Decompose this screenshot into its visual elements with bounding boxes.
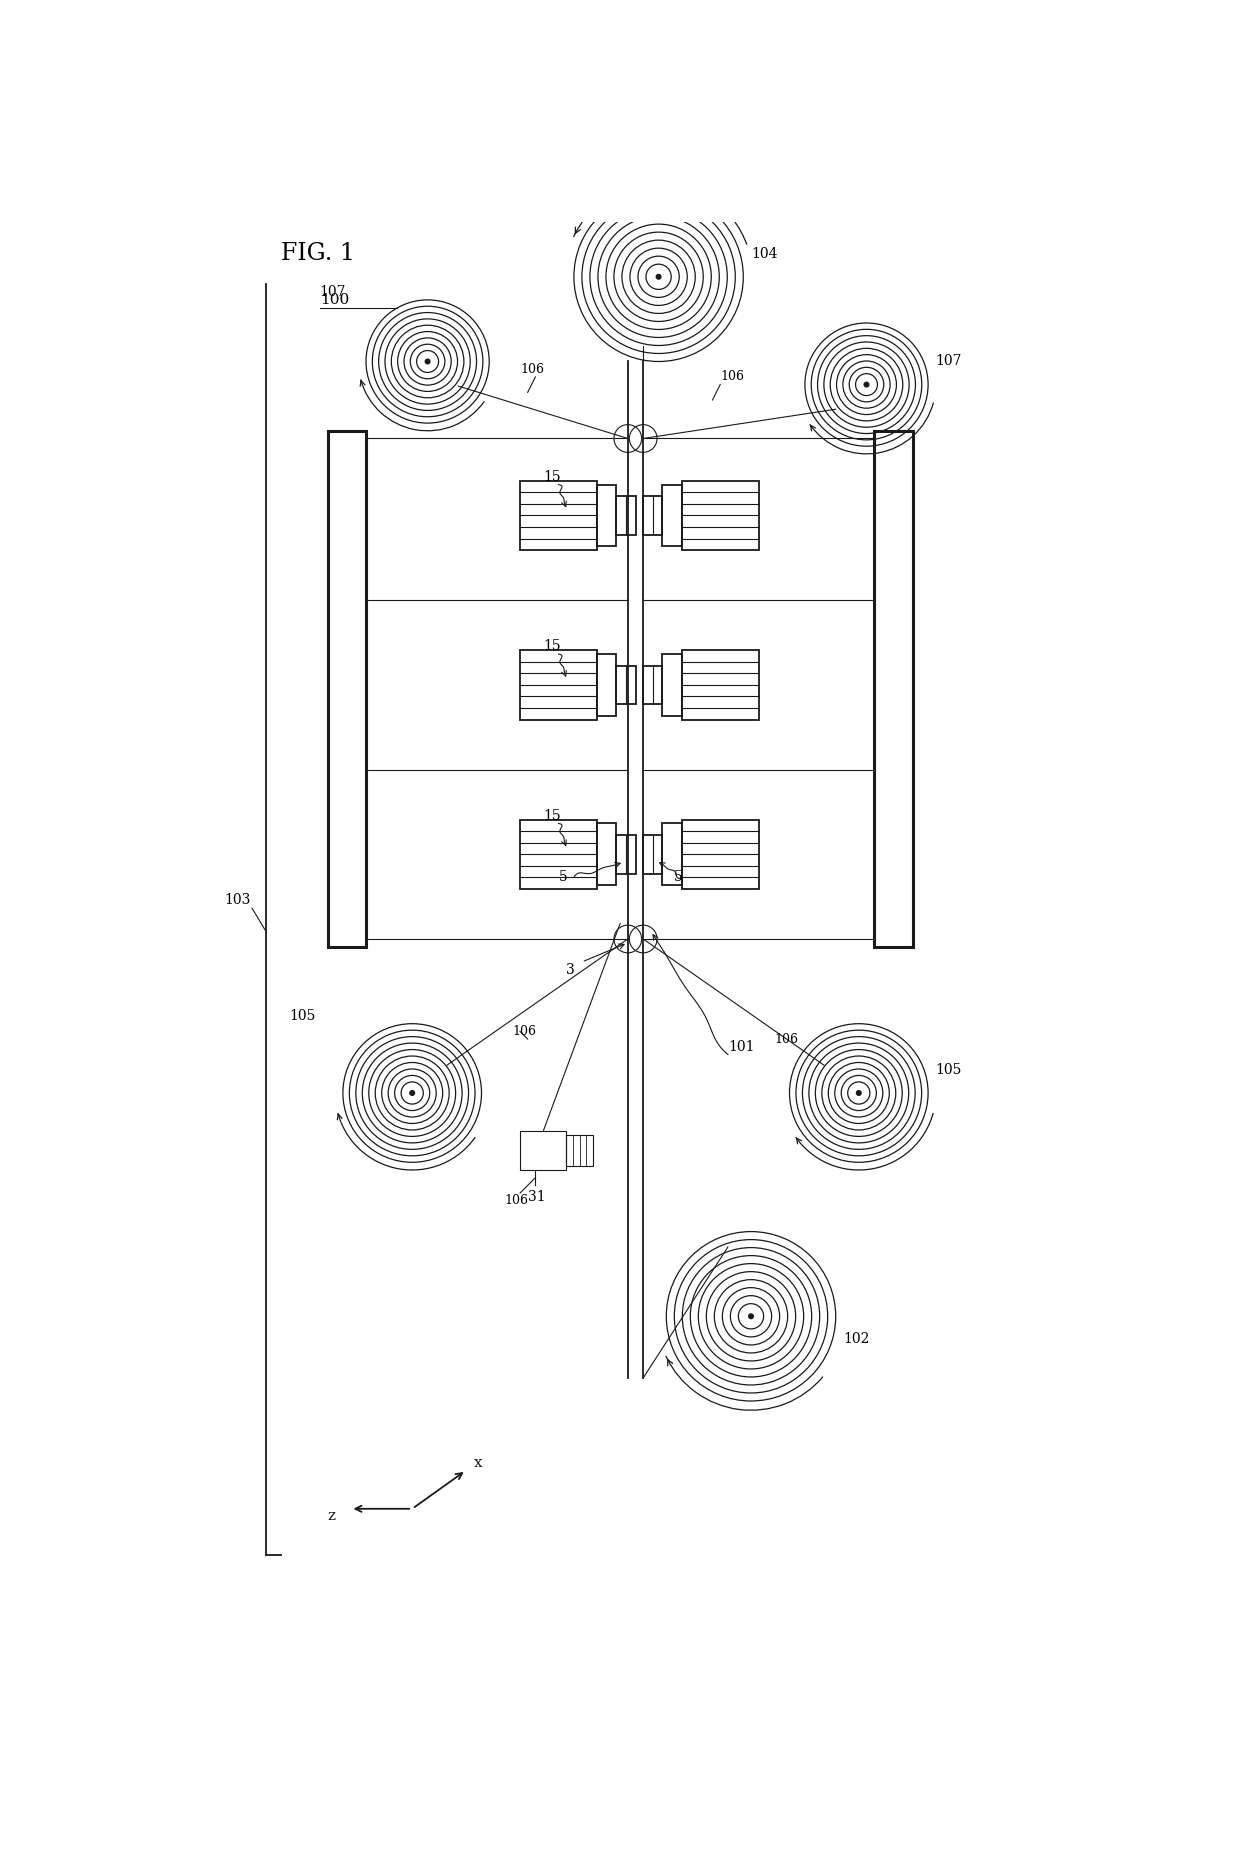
Bar	[682, 481, 759, 550]
Bar	[567, 1135, 593, 1166]
Text: 31: 31	[528, 1190, 546, 1203]
Bar	[662, 485, 682, 546]
Text: x: x	[474, 1455, 482, 1470]
Bar	[616, 496, 635, 535]
Text: 5: 5	[675, 870, 683, 885]
Text: 104: 104	[751, 246, 777, 261]
Text: 105: 105	[289, 1009, 315, 1024]
Circle shape	[425, 359, 430, 365]
Circle shape	[656, 274, 661, 280]
Circle shape	[864, 383, 869, 387]
Text: 106: 106	[512, 1025, 536, 1038]
Text: 105: 105	[936, 1062, 962, 1077]
Bar	[327, 431, 366, 946]
Text: 5: 5	[558, 870, 567, 885]
Text: 101: 101	[728, 1040, 754, 1053]
Circle shape	[749, 1314, 754, 1318]
Bar	[596, 653, 616, 716]
Bar	[662, 824, 682, 885]
Bar	[520, 650, 596, 720]
Bar	[596, 824, 616, 885]
Text: 107: 107	[320, 285, 346, 300]
Bar	[644, 496, 662, 535]
Text: 3: 3	[567, 963, 575, 977]
Text: 106: 106	[774, 1033, 799, 1046]
Text: FIG. 1: FIG. 1	[281, 242, 356, 265]
Bar	[616, 666, 635, 703]
Text: 102: 102	[843, 1333, 869, 1346]
Text: 15: 15	[543, 470, 560, 483]
Text: 106: 106	[520, 363, 544, 376]
Text: 106: 106	[720, 370, 744, 383]
Text: 100: 100	[320, 292, 348, 307]
Text: 103: 103	[224, 894, 250, 907]
Bar	[682, 650, 759, 720]
Circle shape	[410, 1090, 414, 1096]
Bar	[682, 820, 759, 888]
Bar	[616, 835, 635, 874]
Circle shape	[857, 1090, 861, 1096]
Bar	[520, 481, 596, 550]
Text: 15: 15	[543, 809, 560, 824]
Text: z: z	[327, 1509, 336, 1523]
Bar	[520, 1131, 567, 1170]
Text: 107: 107	[936, 355, 962, 368]
Text: 106: 106	[505, 1194, 528, 1207]
Bar	[662, 653, 682, 716]
Bar	[520, 820, 596, 888]
Bar	[596, 485, 616, 546]
Text: 15: 15	[543, 639, 560, 653]
Bar	[874, 431, 913, 946]
Bar	[644, 835, 662, 874]
Bar	[644, 666, 662, 703]
